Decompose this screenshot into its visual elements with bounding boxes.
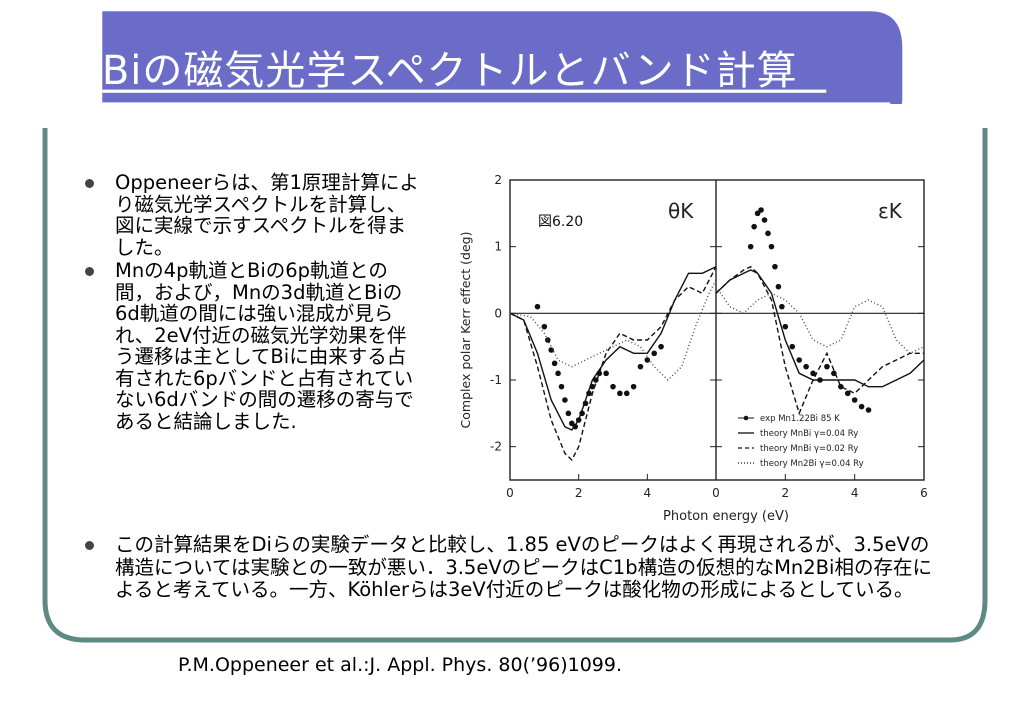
exp-data-point [555, 370, 561, 377]
bullet-list: Oppeneerらは、第1原理計算により磁気光学スペクトルを計算し、図に実線で示… [85, 172, 425, 434]
bullet-dot-icon [85, 267, 94, 276]
exp-data-point [751, 223, 757, 230]
theory-mnbi-002-line [715, 265, 924, 416]
title-banner [102, 11, 903, 104]
legend-entry-mnbi-004: theory MnBi γ=0.04 Ry [760, 429, 858, 439]
bullet-text-1: Oppeneerらは、第1原理計算により磁気光学スペクトルを計算し、図に実線で示… [115, 171, 419, 259]
x-tick-label: 2 [575, 486, 583, 500]
exp-data-point [603, 370, 609, 377]
exp-data-point [789, 343, 796, 350]
exp-data-point [768, 243, 775, 250]
x-axis-label: Photon energy (eV) [663, 509, 789, 524]
exp-data-point [775, 283, 782, 290]
x-tick-label: 2 [782, 486, 790, 500]
y-tick-label: 0 [494, 306, 502, 320]
exp-data-point [565, 410, 572, 417]
legend: exp Mn1.22Bi 85 K theory MnBi γ=0.04 Ry … [738, 414, 864, 469]
theory-mn2bi-line [715, 286, 925, 355]
exp-data-point [803, 363, 809, 370]
bottom-bullet: この計算結果をDiらの実験データと比較し、1.85 eVのピークはよく再現される… [85, 533, 935, 604]
reference-citation: P.M.Oppeneer et al.:J. Appl. Phys. 80(’9… [177, 654, 623, 676]
legend-entry-mnbi-002: theory MnBi γ=0.02 Ry [760, 444, 858, 454]
bullet-item-3: この計算結果をDiらの実験データと比較し、1.85 eVのピークはよく再現される… [85, 533, 935, 602]
figure-caption: 図6.20 [538, 214, 583, 230]
y-tick-label: 2 [494, 173, 502, 187]
exp-data-point [623, 390, 630, 397]
theory-mnbi-004-line [509, 266, 717, 431]
exp-data-point [810, 370, 816, 377]
bullet-dot-icon [85, 179, 94, 188]
legend-entry-exp: exp Mn1.22Bi 85 K [760, 414, 840, 424]
bullet-text-3: この計算結果をDiらの実験データと比較し、1.85 eVのピークはよく再現される… [115, 533, 932, 601]
exp-data-point [651, 350, 657, 357]
panel-label-epsilon-k: εK [878, 199, 903, 223]
y-axis-label: Complex polar Kerr effect (deg) [458, 232, 473, 429]
y-tick-label: 1 [494, 240, 502, 254]
exp-data-point [824, 363, 830, 370]
exp-data-point [630, 383, 637, 390]
panel-label-theta-k: θK [668, 199, 694, 223]
x-tick-label: 0 [712, 486, 720, 500]
y-tick-label: -2 [490, 440, 502, 454]
exp-data-point [747, 243, 754, 250]
exp-data-point [658, 343, 664, 350]
exp-data-point [617, 390, 623, 397]
exp-data-point [782, 323, 789, 330]
bullet-dot-icon [85, 541, 94, 550]
exp-data-point [534, 303, 541, 310]
exp-data-point [779, 303, 785, 310]
exp-data-point [569, 420, 575, 427]
exp-data-point [865, 407, 872, 413]
exp-data-point [844, 390, 851, 397]
theory-mnbi-002-line [509, 266, 717, 462]
bullet-text-2: Mnの4p軌道とBiの6p軌道との間，および，Mnの3d軌道とBiの6d軌道の間… [115, 259, 414, 433]
exp-data-point [838, 383, 844, 390]
legend-entry-mn2bi: theory Mn2Bi γ=0.04 Ry [760, 459, 864, 469]
bullet-item-2: Mnの4p軌道とBiの6p軌道との間，および，Mnの3d軌道とBiの6d軌道の間… [85, 260, 425, 432]
exp-data-point [772, 263, 778, 270]
slide-title: MnBiの磁気光学スペクトルとバンド計算 [40, 48, 798, 94]
bullet-item-1: Oppeneerらは、第1原理計算により磁気光学スペクトルを計算し、図に実線で示… [85, 172, 425, 258]
exp-data-point [858, 403, 865, 410]
exp-data-point [551, 360, 558, 367]
x-tick-label: 6 [920, 486, 928, 500]
kerr-figure: 2 1 0 -1 -2 0 2 4 0 2 4 6 Complex polar Kerr effect… [448, 162, 938, 532]
exp-data-point [541, 323, 548, 330]
y-tick-label: -1 [490, 373, 502, 387]
exp-data-point [644, 357, 651, 363]
exp-data-point [754, 210, 761, 217]
kerr-spectra-chart: 2 1 0 -1 -2 0 2 4 0 2 4 6 Complex polar Kerr effect… [458, 173, 928, 524]
exp-data-point [558, 383, 565, 390]
exp-data-point [610, 383, 616, 390]
theory-mnbi-004-line [715, 269, 925, 388]
exp-data-point [637, 363, 644, 370]
exp-data-point [765, 230, 771, 237]
exp-data-point [851, 397, 858, 403]
x-tick-label: 4 [851, 486, 859, 500]
x-tick-label: 4 [644, 486, 652, 500]
x-tick-label: 0 [506, 486, 514, 500]
exp-data-point [796, 357, 802, 363]
exp-data-point [761, 217, 768, 223]
exp-data-point [562, 397, 568, 403]
exp-data-point [758, 207, 764, 213]
